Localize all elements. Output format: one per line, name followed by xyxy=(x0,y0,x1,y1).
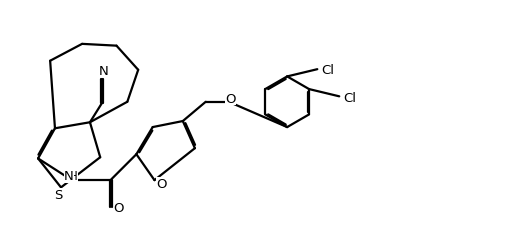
Text: O: O xyxy=(114,202,124,214)
Text: N: N xyxy=(98,65,108,78)
Text: O: O xyxy=(225,92,236,105)
Text: Cl: Cl xyxy=(343,92,357,105)
Text: O: O xyxy=(156,178,167,190)
Text: Cl: Cl xyxy=(322,63,335,76)
Text: H: H xyxy=(69,170,78,183)
Text: N: N xyxy=(64,170,74,183)
Text: S: S xyxy=(54,188,63,201)
